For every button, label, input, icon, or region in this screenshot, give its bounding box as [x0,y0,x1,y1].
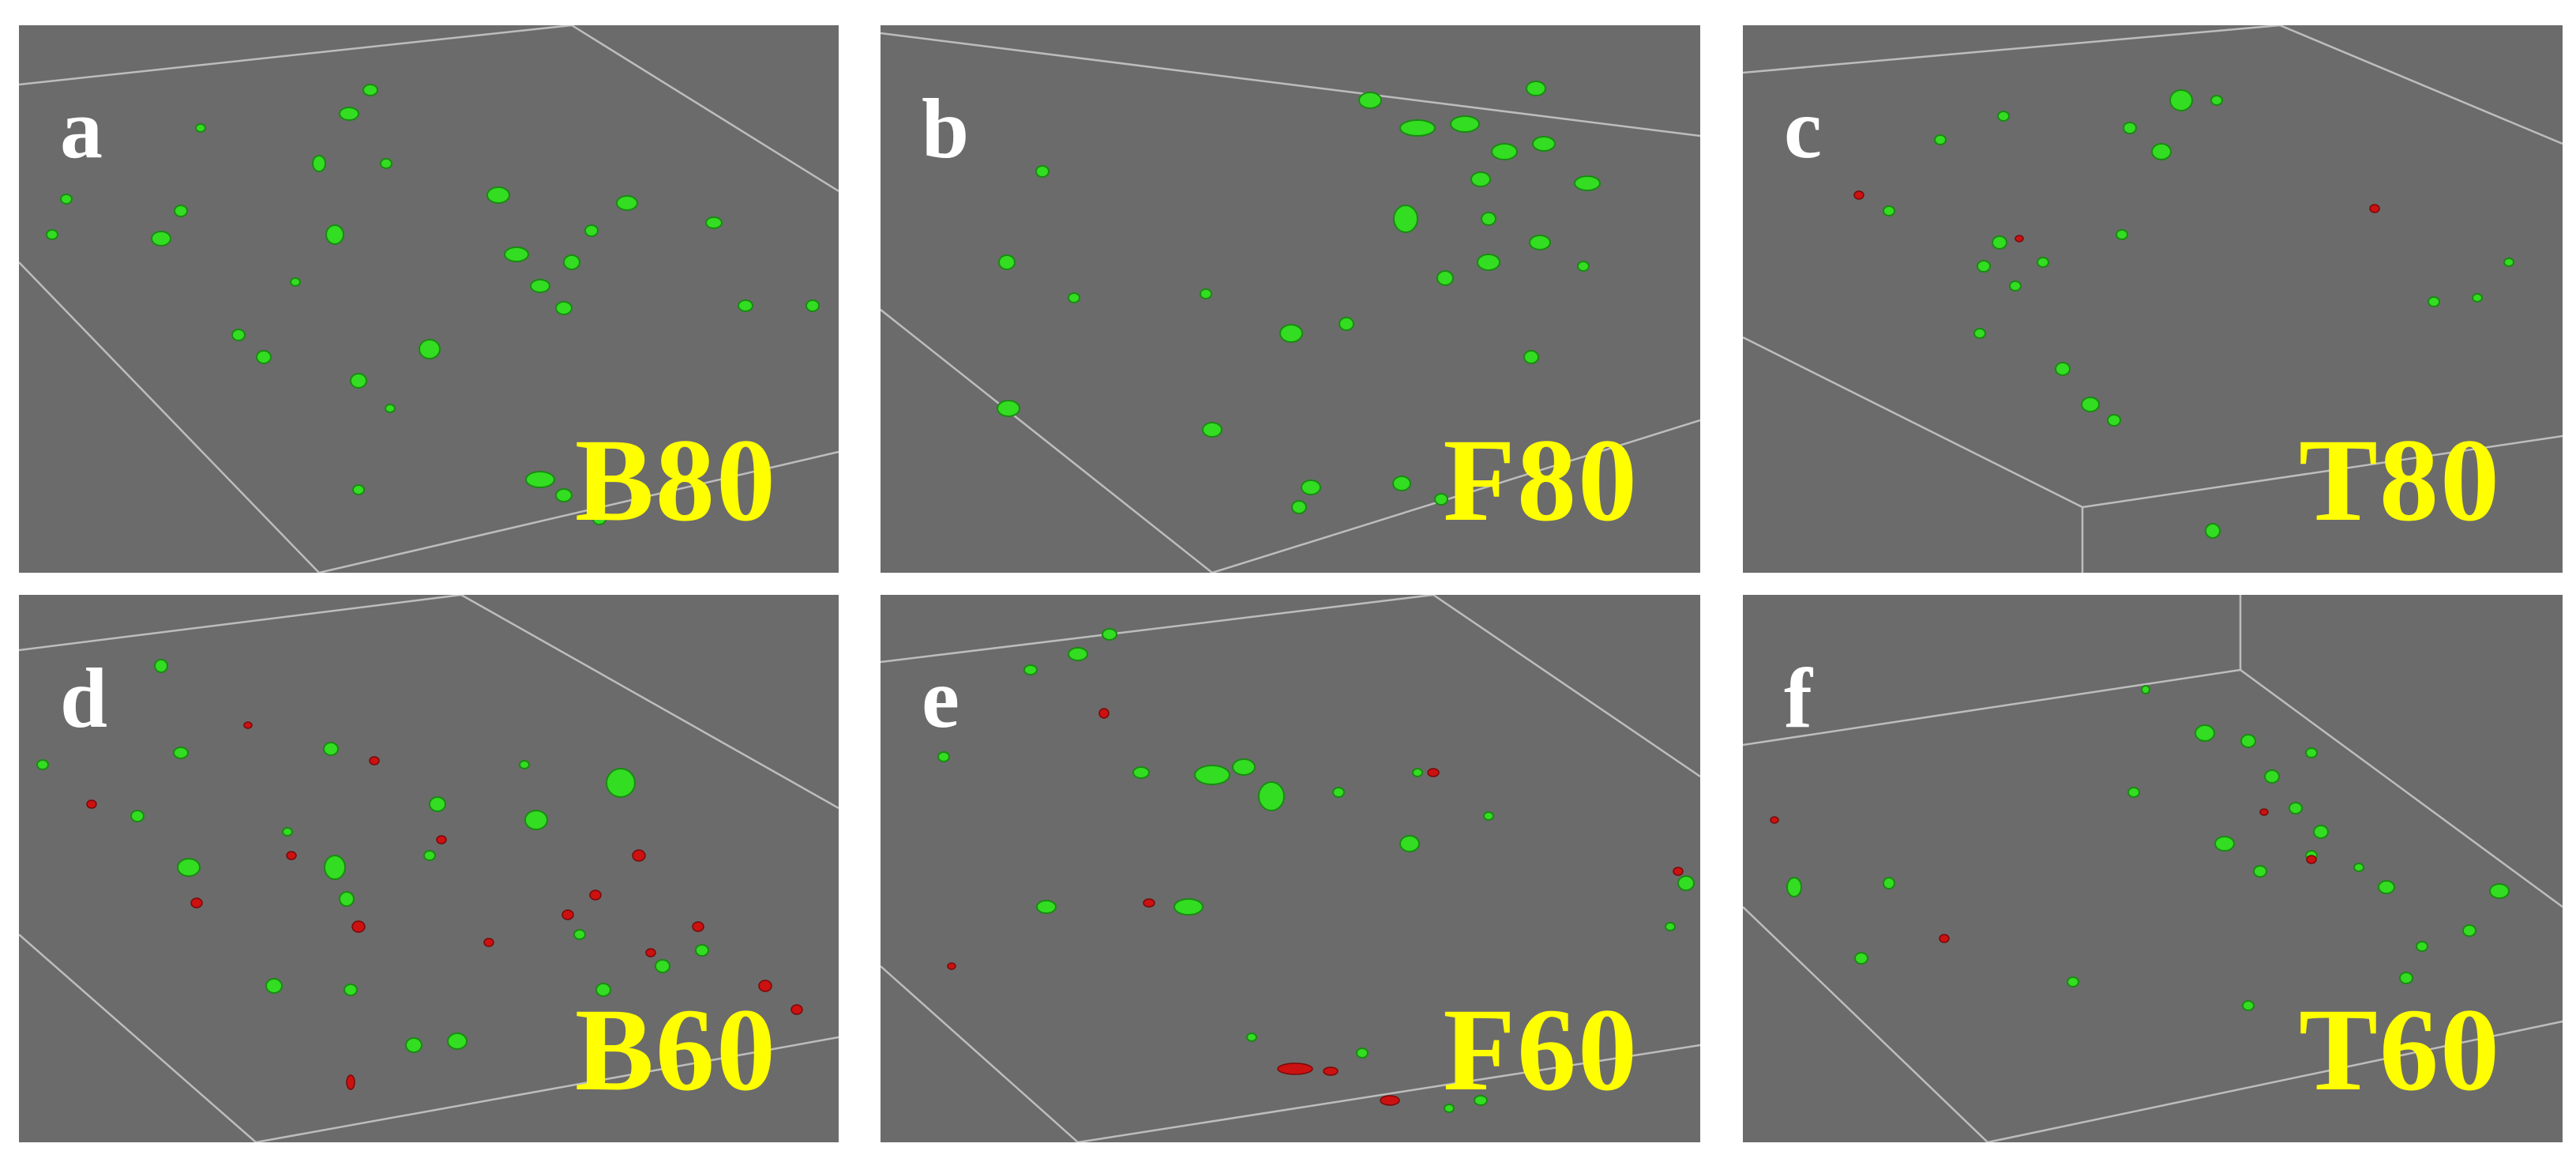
confocal-3d-render [881,595,1700,1142]
confocal-3d-render [19,595,839,1142]
panel-label: B60 [574,984,777,1115]
panel-letter: b [922,82,970,176]
micrograph-panel-e: e F60 [881,595,1700,1142]
confocal-3d-render [19,25,839,573]
panel-letter: e [922,652,959,746]
panel-label: B80 [574,415,777,546]
panel-letter: f [1784,652,1812,746]
panel-label: T80 [2298,415,2501,546]
micrograph-panel-d: d B60 [19,595,839,1142]
panel-letter: a [60,82,103,176]
micrograph-panel-a: a B80 [19,25,839,573]
panel-label: T60 [2298,984,2501,1115]
micrograph-panel-f: f T60 [1743,595,2563,1142]
panel-label: F80 [1443,415,1639,546]
confocal-3d-render [881,32,1700,573]
panel-letter: d [60,652,108,746]
confocal-3d-render [1743,595,2563,1142]
micrograph-panel-c: c T80 [1743,25,2563,573]
panel-letter: c [1784,82,1822,176]
micrograph-panel-b: b F80 [881,25,1700,573]
confocal-3d-render [1743,25,2563,573]
panel-label: F60 [1443,984,1639,1115]
